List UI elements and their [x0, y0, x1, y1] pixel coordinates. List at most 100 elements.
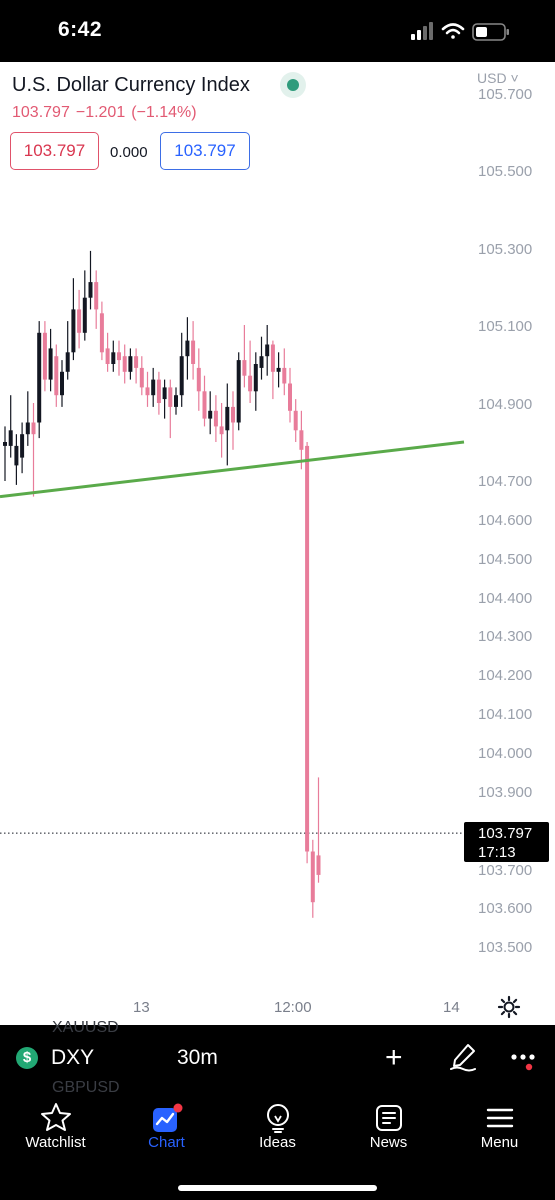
candle-body	[208, 410, 213, 419]
price-axis-label: 105.100	[478, 318, 533, 335]
candle-body	[88, 282, 93, 298]
bar-countdown: 17:13	[478, 844, 516, 861]
candle-body	[3, 442, 7, 446]
time-axis-label: 12:00	[274, 999, 312, 1016]
price-quote: 103.797 −1.201 (−1.14%)	[12, 104, 203, 122]
gear-icon[interactable]	[497, 995, 521, 1019]
price-axis-label: 104.000	[478, 745, 533, 762]
star-icon	[41, 1103, 71, 1131]
candle-body	[305, 445, 310, 852]
candle-body	[139, 367, 144, 388]
last-price-badge-value: 103.797	[478, 825, 533, 842]
ghost-symbol-above: XAUUSD	[52, 1019, 119, 1036]
ghost-symbol-below: GBPUSD	[52, 1079, 120, 1096]
time-axis-label: 13	[133, 999, 150, 1016]
time-axis-label: 14	[443, 999, 460, 1016]
price-axis-label: 104.600	[478, 512, 533, 529]
status-icons	[411, 22, 509, 41]
price-chart[interactable]	[0, 62, 555, 1025]
candle-body	[299, 430, 304, 450]
price-change-percent: (−1.14%)	[131, 104, 197, 121]
sell-button[interactable]: 103.797	[10, 132, 99, 170]
candle-body	[293, 410, 298, 431]
tab-menu[interactable]: Menu	[444, 1092, 555, 1162]
add-plus-icon[interactable]: +	[385, 1041, 403, 1074]
candle-body	[20, 434, 25, 458]
candle-body	[65, 352, 70, 372]
candle-body	[196, 367, 201, 392]
chart-area[interactable]: U.S. Dollar Currency Index 103.797 −1.201…	[0, 62, 555, 1025]
candle-body	[151, 379, 156, 396]
price-axis-label: 105.300	[478, 241, 533, 258]
market-open-indicator	[280, 72, 306, 98]
status-time: 6:42	[58, 18, 103, 41]
tab-label: Ideas	[259, 1134, 296, 1151]
candle-body	[82, 297, 87, 333]
instrument-title: U.S. Dollar Currency Index	[12, 74, 250, 96]
tab-news[interactable]: News	[333, 1092, 444, 1162]
candle-body	[174, 395, 178, 407]
candle-body	[202, 391, 207, 419]
price-axis-label: 104.200	[478, 667, 533, 684]
drawing-pen-icon[interactable]	[448, 1042, 478, 1072]
price-axis-label: 103.500	[478, 939, 533, 956]
status-bar: 6:42	[0, 0, 555, 62]
bottom-tab-bar: Watchlist Chart Ideas News	[0, 1092, 555, 1200]
trendline	[0, 440, 465, 499]
price-axis-label: 104.300	[478, 628, 533, 645]
candle-body	[231, 406, 235, 423]
tab-watchlist[interactable]: Watchlist	[0, 1092, 111, 1162]
candle-body	[282, 367, 287, 384]
candle-body	[185, 340, 190, 357]
price-axis-label: 104.100	[478, 706, 533, 723]
candle-body	[31, 422, 36, 435]
more-options-icon[interactable]	[510, 1053, 540, 1073]
lightbulb-icon	[267, 1104, 289, 1133]
price-axis-label: 103.700	[478, 862, 533, 879]
candle-body	[219, 426, 224, 435]
candle-body	[236, 360, 241, 423]
candle-body	[242, 360, 247, 376]
battery-icon	[472, 23, 509, 41]
candle-body	[8, 430, 13, 446]
candle-body	[25, 422, 30, 435]
candle-body	[128, 356, 133, 372]
tab-ideas[interactable]: Ideas	[222, 1092, 333, 1162]
last-price: 103.797	[12, 104, 70, 121]
symbol-selector[interactable]: DXY	[51, 1046, 95, 1069]
price-axis-label: 105.500	[478, 163, 533, 180]
candle-body	[162, 387, 167, 400]
tab-chart[interactable]: Chart	[111, 1092, 222, 1162]
candle-body	[60, 371, 64, 396]
candle-body	[248, 375, 253, 392]
price-axis-label: 103.900	[478, 784, 533, 801]
wifi-icon	[441, 23, 465, 39]
price-change: −1.201	[75, 104, 126, 121]
candle-body	[48, 348, 53, 380]
buy-button[interactable]: 103.797	[160, 132, 250, 170]
cellular-signal-icon	[411, 22, 433, 40]
currency-selector[interactable]: USD ˅	[477, 70, 519, 86]
candle-body	[253, 364, 258, 392]
candle-body	[145, 387, 150, 396]
candle-body	[14, 445, 19, 466]
candle-body	[54, 356, 59, 396]
candle-body	[225, 406, 230, 431]
candle-body	[134, 356, 139, 368]
candle-body	[168, 387, 173, 407]
candle-body	[42, 332, 47, 380]
price-axis-label: 104.500	[478, 551, 533, 568]
candle-body	[111, 352, 116, 364]
candle-body	[288, 383, 292, 411]
candle-body	[310, 851, 315, 903]
tab-label: Watchlist	[25, 1134, 86, 1151]
candle-body	[37, 332, 42, 423]
symbol-toolbar: XAUUSD GBPUSD $ DXY 30m +	[0, 1019, 555, 1096]
candle-body	[276, 367, 281, 372]
candle-body	[122, 356, 127, 372]
candle-body	[270, 344, 275, 372]
candle-body	[105, 348, 110, 364]
candle-body	[265, 344, 270, 357]
interval-selector[interactable]: 30m	[177, 1046, 218, 1069]
candle-body	[259, 356, 264, 368]
